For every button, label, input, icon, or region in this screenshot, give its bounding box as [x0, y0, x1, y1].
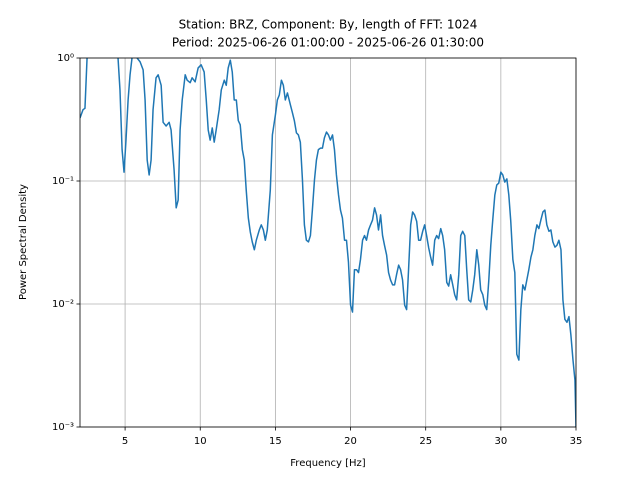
- plot-area: [80, 58, 576, 427]
- y-tick-label: 10⁰: [57, 53, 74, 64]
- x-tick-label: 35: [570, 436, 583, 447]
- x-axis-label: Frequency [Hz]: [290, 458, 366, 469]
- x-tick-label: 20: [344, 436, 357, 447]
- data-line: [80, 58, 576, 427]
- y-axis-label: Power Spectral Density: [18, 184, 29, 300]
- x-tick-label: 15: [269, 436, 282, 447]
- chart-title: Station: BRZ, Component: By, length of F…: [179, 18, 478, 32]
- y-tick-label: 10⁻²: [52, 299, 74, 310]
- chart-subtitle: Period: 2025-06-26 01:00:00 - 2025-06-26…: [172, 36, 484, 50]
- x-tick-label: 30: [494, 436, 507, 447]
- x-tick-label: 5: [122, 436, 128, 447]
- axes-frame: [79, 57, 577, 428]
- ticks: 5 10 15 20 25 30 35 10⁻³ 10⁻² 10⁻¹ 10⁰: [52, 53, 582, 447]
- x-tick-label: 25: [419, 436, 432, 447]
- y-tick-label: 10⁻¹: [52, 176, 74, 187]
- y-tick-label: 10⁻³: [52, 422, 74, 433]
- x-tick-label: 10: [194, 436, 207, 447]
